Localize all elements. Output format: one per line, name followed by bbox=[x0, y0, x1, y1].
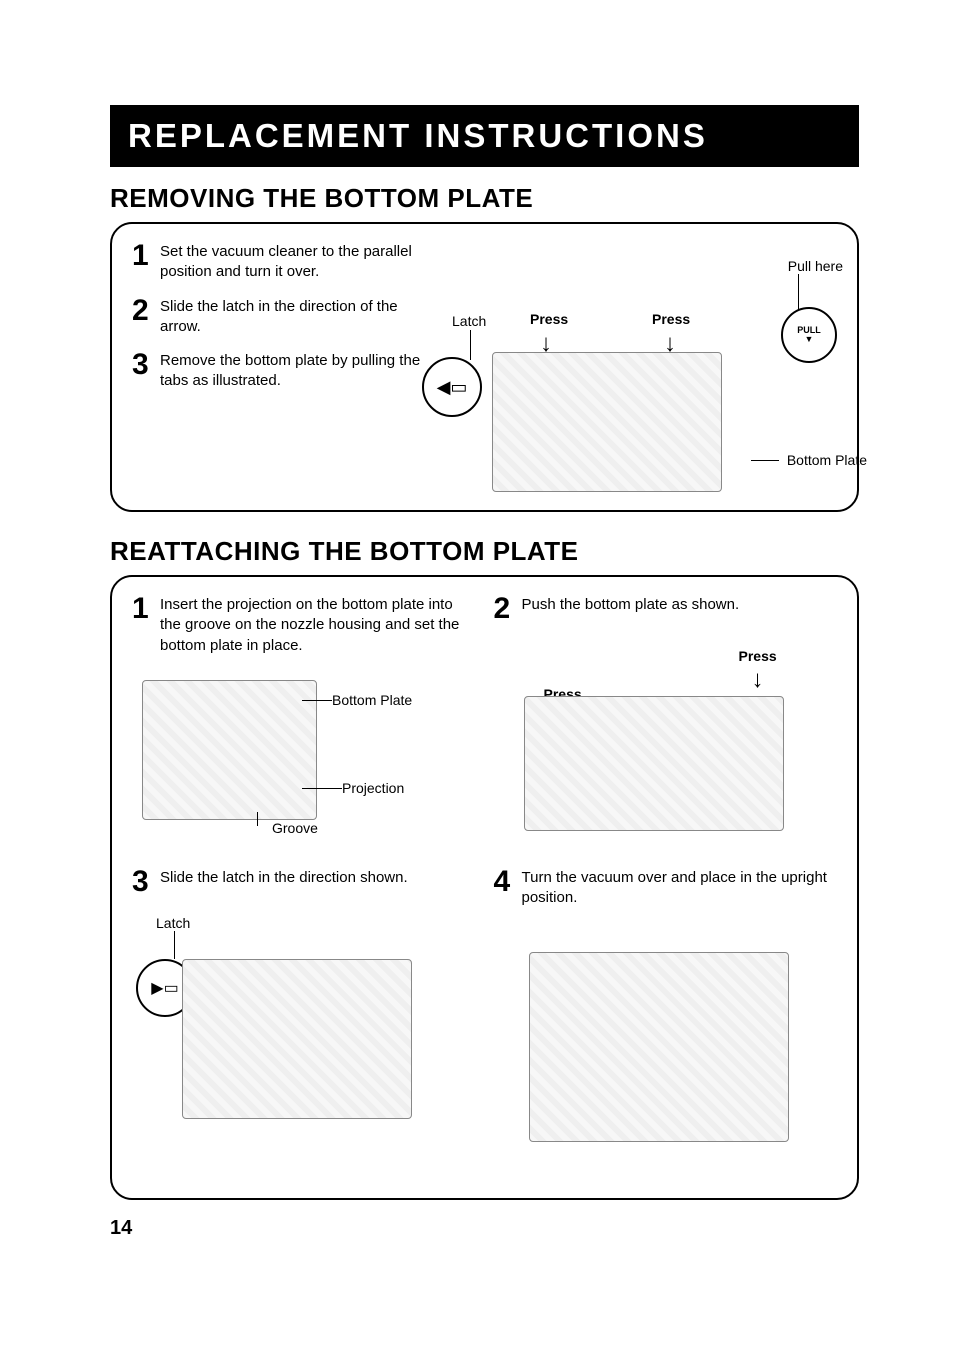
step-number: 1 bbox=[132, 595, 160, 622]
vacuum-bottom-diagram bbox=[492, 352, 722, 492]
removing-step-2: 2 Slide the latch in the direction of th… bbox=[132, 297, 432, 338]
step-number: 3 bbox=[132, 868, 160, 895]
step-text: Insert the projection on the bottom plat… bbox=[160, 595, 476, 656]
step-text: Slide the latch in the direction of the … bbox=[160, 297, 432, 338]
label-latch: Latch bbox=[156, 915, 190, 931]
section-heading-reattach: REATTACHING THE BOTTOM PLATE bbox=[110, 536, 859, 567]
removing-step-1: 1 Set the vacuum cleaner to the parallel… bbox=[132, 242, 432, 283]
label-pull-here: Pull here bbox=[788, 258, 843, 274]
reattach-step-2: 2 Push the bottom plate as shown. Press … bbox=[494, 595, 838, 850]
label-bottom-plate: Bottom Plate bbox=[332, 692, 412, 708]
leader-line bbox=[302, 788, 342, 789]
page-title: REPLACEMENT INSTRUCTIONS bbox=[128, 117, 708, 154]
step-text: Remove the bottom plate by pulling the t… bbox=[160, 351, 432, 392]
step-number: 3 bbox=[132, 351, 160, 378]
label-press-2: Press bbox=[739, 648, 777, 664]
pull-badge-icon: PULL ▼ bbox=[781, 307, 837, 363]
reattach-step-3: 3 Slide the latch in the direction shown… bbox=[132, 868, 476, 1153]
reattach-step-1: 1 Insert the projection on the bottom pl… bbox=[132, 595, 476, 850]
label-latch: Latch bbox=[452, 313, 486, 329]
down-arrow-icon: ▼ bbox=[797, 335, 821, 344]
leader-line bbox=[302, 700, 332, 701]
page-title-bar: REPLACEMENT INSTRUCTIONS bbox=[110, 105, 859, 167]
reattach-grid: 1 Insert the projection on the bottom pl… bbox=[132, 595, 837, 1152]
removing-grid: 1 Set the vacuum cleaner to the parallel… bbox=[132, 242, 837, 502]
panel-reattach: 1 Insert the projection on the bottom pl… bbox=[110, 575, 859, 1200]
step-number: 1 bbox=[132, 242, 160, 269]
step-text: Push the bottom plate as shown. bbox=[522, 595, 740, 615]
leader-line bbox=[174, 931, 175, 959]
label-press-1: Press bbox=[530, 311, 568, 327]
removing-step-3: 3 Remove the bottom plate by pulling the… bbox=[132, 351, 432, 392]
reattach-diagram-3 bbox=[182, 959, 412, 1119]
removing-diagram-area: Latch Press Press Pull here Bottom Plate… bbox=[432, 242, 837, 502]
reattach-diagram-1 bbox=[142, 680, 317, 820]
leader-line bbox=[257, 812, 258, 826]
label-bottom-plate: Bottom Plate bbox=[787, 452, 867, 468]
step-text: Turn the vacuum over and place in the up… bbox=[522, 868, 838, 909]
panel-removing: 1 Set the vacuum cleaner to the parallel… bbox=[110, 222, 859, 512]
step-text: Slide the latch in the direction shown. bbox=[160, 868, 408, 888]
leader-line bbox=[751, 460, 779, 461]
step-number: 2 bbox=[494, 595, 522, 622]
label-press-2: Press bbox=[652, 311, 690, 327]
removing-steps: 1 Set the vacuum cleaner to the parallel… bbox=[132, 242, 432, 502]
step-number: 4 bbox=[494, 868, 522, 895]
reattach-diagram-4-upright bbox=[529, 952, 789, 1142]
step-number: 2 bbox=[132, 297, 160, 324]
step-text: Set the vacuum cleaner to the parallel p… bbox=[160, 242, 432, 283]
leader-line bbox=[470, 330, 471, 360]
page-number: 14 bbox=[110, 1217, 132, 1240]
down-arrow-icon: ↓ bbox=[752, 666, 764, 694]
latch-detail-icon: ◀▭ bbox=[422, 357, 482, 417]
page: REPLACEMENT INSTRUCTIONS REMOVING THE BO… bbox=[0, 0, 954, 1348]
section-heading-removing: REMOVING THE BOTTOM PLATE bbox=[110, 183, 859, 214]
reattach-step-4: 4 Turn the vacuum over and place in the … bbox=[494, 868, 838, 1153]
reattach-diagram-2 bbox=[524, 696, 784, 831]
label-groove: Groove bbox=[272, 820, 318, 836]
label-projection: Projection bbox=[342, 780, 404, 796]
